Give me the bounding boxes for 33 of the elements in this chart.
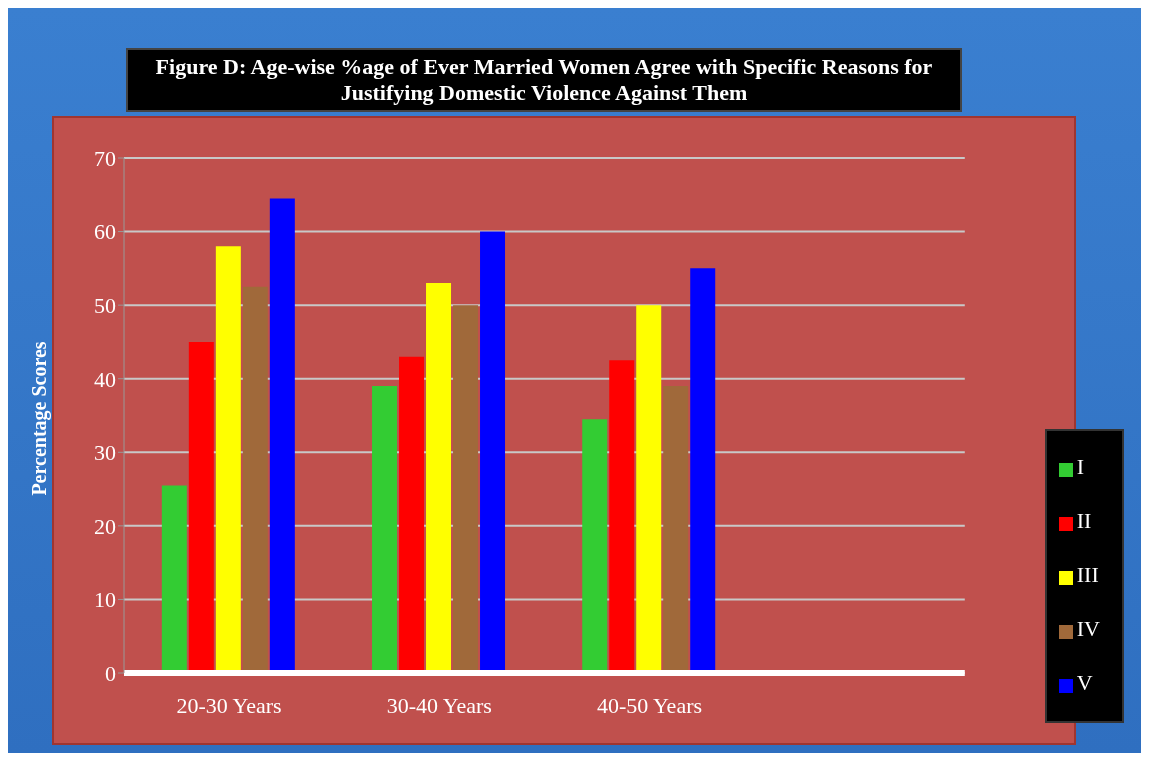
legend-label: I [1076,454,1085,479]
bar [188,341,214,673]
bar [269,198,295,673]
bar [480,231,506,673]
x-tick-label: 20-30 Years [176,692,282,718]
y-tick-label: 0 [105,660,116,686]
bar [582,419,608,673]
bar [161,485,187,673]
y-tick-label: 60 [94,219,116,245]
x-tick-label: 40-50 Years [596,692,703,718]
bar [215,246,241,673]
legend-label: IV [1076,616,1100,641]
bar [663,386,689,673]
bar [609,360,635,673]
y-tick-label: 50 [94,292,116,318]
x-tick-label: 30-40 Years [386,692,492,718]
y-tick-label: 70 [94,145,116,171]
y-tick-label: 10 [94,587,116,613]
y-tick-label: 20 [94,513,116,539]
bar [636,305,662,673]
y-axis-title: Percentage Scores [27,340,51,496]
bar [690,268,716,673]
y-tick-label: 30 [94,440,116,466]
chart-title: Figure D: Age-wise %age of Ever Married Women Agree with Specific Reasons for Justifying Domestic Violence Against Them [126,48,962,112]
bar [426,283,452,673]
legend-label: V [1076,670,1093,695]
bar [372,386,398,673]
legend-label: III [1076,562,1099,587]
legend-label: II [1076,508,1092,533]
y-tick-label: 40 [94,366,116,392]
bar [399,356,425,673]
bar [242,286,268,673]
bar [453,305,479,673]
